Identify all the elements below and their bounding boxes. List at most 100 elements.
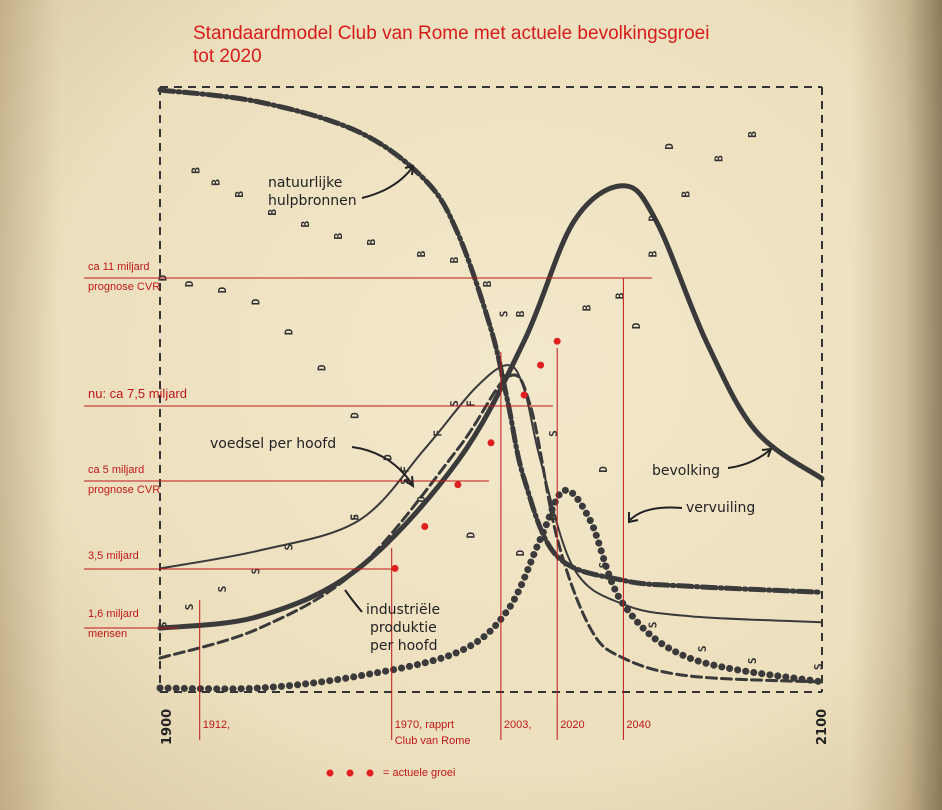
annotation-produktie: produktie [370,620,437,636]
letter-f-0: F [349,514,362,521]
annotation-hulpbronnen: hulpbronnen [268,193,357,209]
x-axis-end-label: 2100 [815,709,830,745]
letter-d-5: D [316,364,329,371]
year-label2-1970: Club van Rome [395,735,471,747]
letter-series-layer: BBBBBBBBBBBBBBBBBDDDDDDDDDDDDDDDDSSSSSSS… [157,131,825,670]
arrow-voedsel [351,446,413,485]
letter-b-9: B [481,280,494,287]
letter-d-7: D [382,454,395,461]
letter-f-3: F [464,400,477,407]
actuele-groei-point-0 [391,564,399,572]
letter-s-2: S [216,586,229,593]
letter-d-10: D [514,549,527,556]
arrow-bevolking [727,449,771,469]
letter-s-4: S [282,544,295,551]
curve-industrie [158,373,824,684]
arrow-head-bevolking [761,447,773,458]
annotation-industriele: industriële [366,602,440,618]
population-level-annotations: ca 11 miljard prognose CVR nu: ca 7,5 milj… [88,261,187,640]
legend-dot-1 [326,769,334,777]
x-axis-start-label: 1900 [160,709,175,745]
letter-d-4: D [282,328,295,335]
level-label-3: 3,5 miljard [88,550,139,562]
letter-b-13: B [647,250,660,257]
level-label-4: 1,6 miljard [88,608,139,620]
legend-dot-3 [366,769,374,777]
annotation-natuurlijke: natuurlijke [268,175,342,191]
curve-bevolking [157,183,825,631]
actuele-groei-point-1 [421,523,429,530]
letter-b-1: B [210,179,223,186]
annotation-vervuiling: vervuiling [686,500,755,516]
letter-b-14: B [680,191,693,198]
letter-d-6: D [349,412,362,419]
letter-s-7: S [448,400,461,407]
page-shadow-left [0,0,60,810]
arrow-hulpbronnen [361,167,413,199]
letter-d-11: D [547,514,560,521]
letter-s-3: S [249,568,262,575]
letter-d-12: D [597,466,610,473]
guide-lines-layer [84,277,652,740]
letter-s-9: S [547,430,560,437]
actuele-groei-point-3 [487,439,495,447]
year-label-2040: 2040 [626,719,650,731]
letter-s-14: S [812,663,825,670]
letter-b-0: B [190,167,203,174]
arrow-industriele [344,589,363,613]
legend-label: = actuele groei [383,767,455,779]
curve-hulpbronnen [157,87,825,595]
letter-s-11: S [647,622,660,629]
letter-b-8: B [448,256,461,263]
letter-s-10: S [597,562,610,569]
letter-b-10: B [514,310,527,317]
year-label-1912: 1912, [203,719,231,731]
chart-title: Standaardmodel Club van Rome met actuele… [193,22,709,68]
letter-d-2: D [216,286,229,293]
letter-f-4: F [498,370,511,377]
letter-b-5: B [332,233,345,240]
letter-s-13: S [746,657,759,664]
arrow-vervuiling [629,506,683,521]
letter-b-7: B [415,250,428,257]
arrow-head-vervuiling [628,512,639,524]
letter-s-5: S [349,514,362,521]
letter-b-15: B [713,155,726,162]
actuele-groei-point-2 [454,481,462,489]
letter-s-0: S [157,622,170,629]
curves-layer [156,87,826,693]
chart-title-line2: tot 2020 [193,46,262,67]
letter-f-2: F [431,430,444,437]
letter-b-12: B [613,292,626,299]
letter-d-1: D [183,280,196,287]
annotation-voedsel: voedsel per hoofd [210,436,336,452]
letter-b-16: B [746,131,759,138]
letter-d-15: D [663,143,676,150]
legend: = actuele groei [326,767,455,779]
actuele-groei-point-4 [520,391,528,399]
letter-s-1: S [183,604,196,611]
legend-dot-2 [346,769,354,777]
letter-s-12: S [696,645,709,652]
letter-d-8: D [415,496,428,503]
letter-b-11: B [580,304,593,311]
curve-voedsel [159,364,823,624]
letter-b-4: B [299,221,312,228]
level-sublabel-2: prognose CVR [88,484,160,496]
letter-d-9: D [464,532,477,539]
actuele-groei-point-5 [537,361,545,369]
level-label-1: nu: ca 7,5 miljard [88,386,187,401]
annotation-bevolking: bevolking [652,463,720,479]
year-marker-labels: 1912, 1970, rapprt Club van Rome 2003, 2020 2… [203,719,651,747]
letter-d-14: D [647,215,660,222]
letter-d-13: D [630,322,643,329]
letter-s-8: S [498,311,511,318]
chart-title-line1: Standaardmodel Club van Rome met actuele… [193,23,710,44]
level-label-2: ca 5 miljard [88,464,144,476]
letter-d-3: D [249,298,262,305]
letter-b-3: B [266,209,279,216]
level-sublabel-0: prognose CVR [88,281,160,293]
arrow-head-hulpbronnen [404,164,415,176]
